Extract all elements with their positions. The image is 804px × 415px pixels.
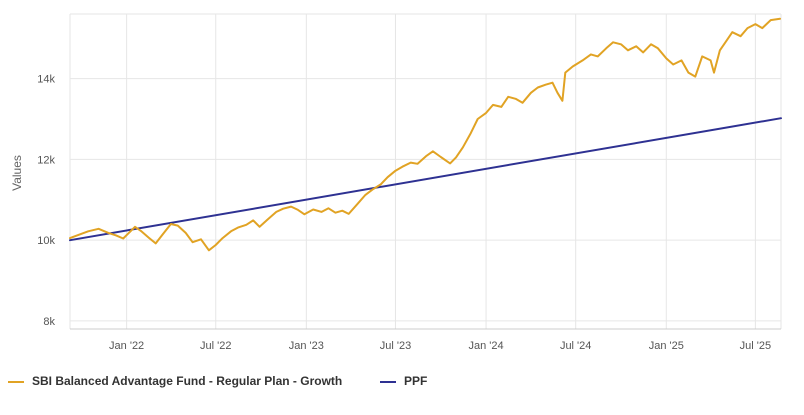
legend-label-sbi-fund: SBI Balanced Advantage Fund - Regular Pl… bbox=[32, 374, 343, 388]
y-tick-label: 8k bbox=[43, 316, 55, 328]
x-tick-label: Jul '23 bbox=[380, 340, 411, 352]
x-tick-label: Jul '22 bbox=[200, 340, 231, 352]
legend-swatch-sbi-fund bbox=[8, 381, 24, 383]
x-gridlines bbox=[69, 14, 782, 329]
legend-item-sbi-fund[interactable]: SBI Balanced Advantage Fund - Regular Pl… bbox=[8, 374, 352, 389]
x-tick-labels: Jan '22 Jul '22 Jan '23 Jul '23 Jan '24 Jul '… bbox=[109, 340, 771, 352]
legend: SBI Balanced Advantage Fund - Regular Pl… bbox=[8, 374, 508, 389]
series-layer bbox=[69, 17, 782, 252]
chart-canvas: 8k 10k 12k 14k Jan '22 Jul '22 Jan '23 Jul '23… bbox=[10, 13, 782, 352]
x-tick-label: Jan '22 bbox=[109, 340, 144, 352]
legend-label-ppf: PPF bbox=[404, 374, 428, 388]
x-tick-label: Jul '24 bbox=[560, 340, 591, 352]
y-tick-label: 12k bbox=[37, 154, 55, 166]
series-line-sbi-fund bbox=[69, 17, 781, 252]
x-tick-label: Jan '24 bbox=[468, 340, 503, 352]
series-line-ppf bbox=[69, 117, 782, 242]
y-tick-label: 10k bbox=[37, 235, 55, 247]
x-tick-label: Jan '23 bbox=[289, 340, 324, 352]
x-tick-label: Jan '25 bbox=[649, 340, 684, 352]
y-tick-label: 14k bbox=[37, 74, 55, 86]
legend-swatch-ppf bbox=[380, 381, 396, 383]
y-axis-title: Values bbox=[10, 155, 24, 191]
y-gridlines bbox=[70, 13, 781, 330]
legend-item-ppf[interactable]: PPF bbox=[380, 374, 427, 389]
y-tick-labels: 8k 10k 12k 14k bbox=[37, 74, 55, 328]
x-tick-label: Jul '25 bbox=[740, 340, 771, 352]
